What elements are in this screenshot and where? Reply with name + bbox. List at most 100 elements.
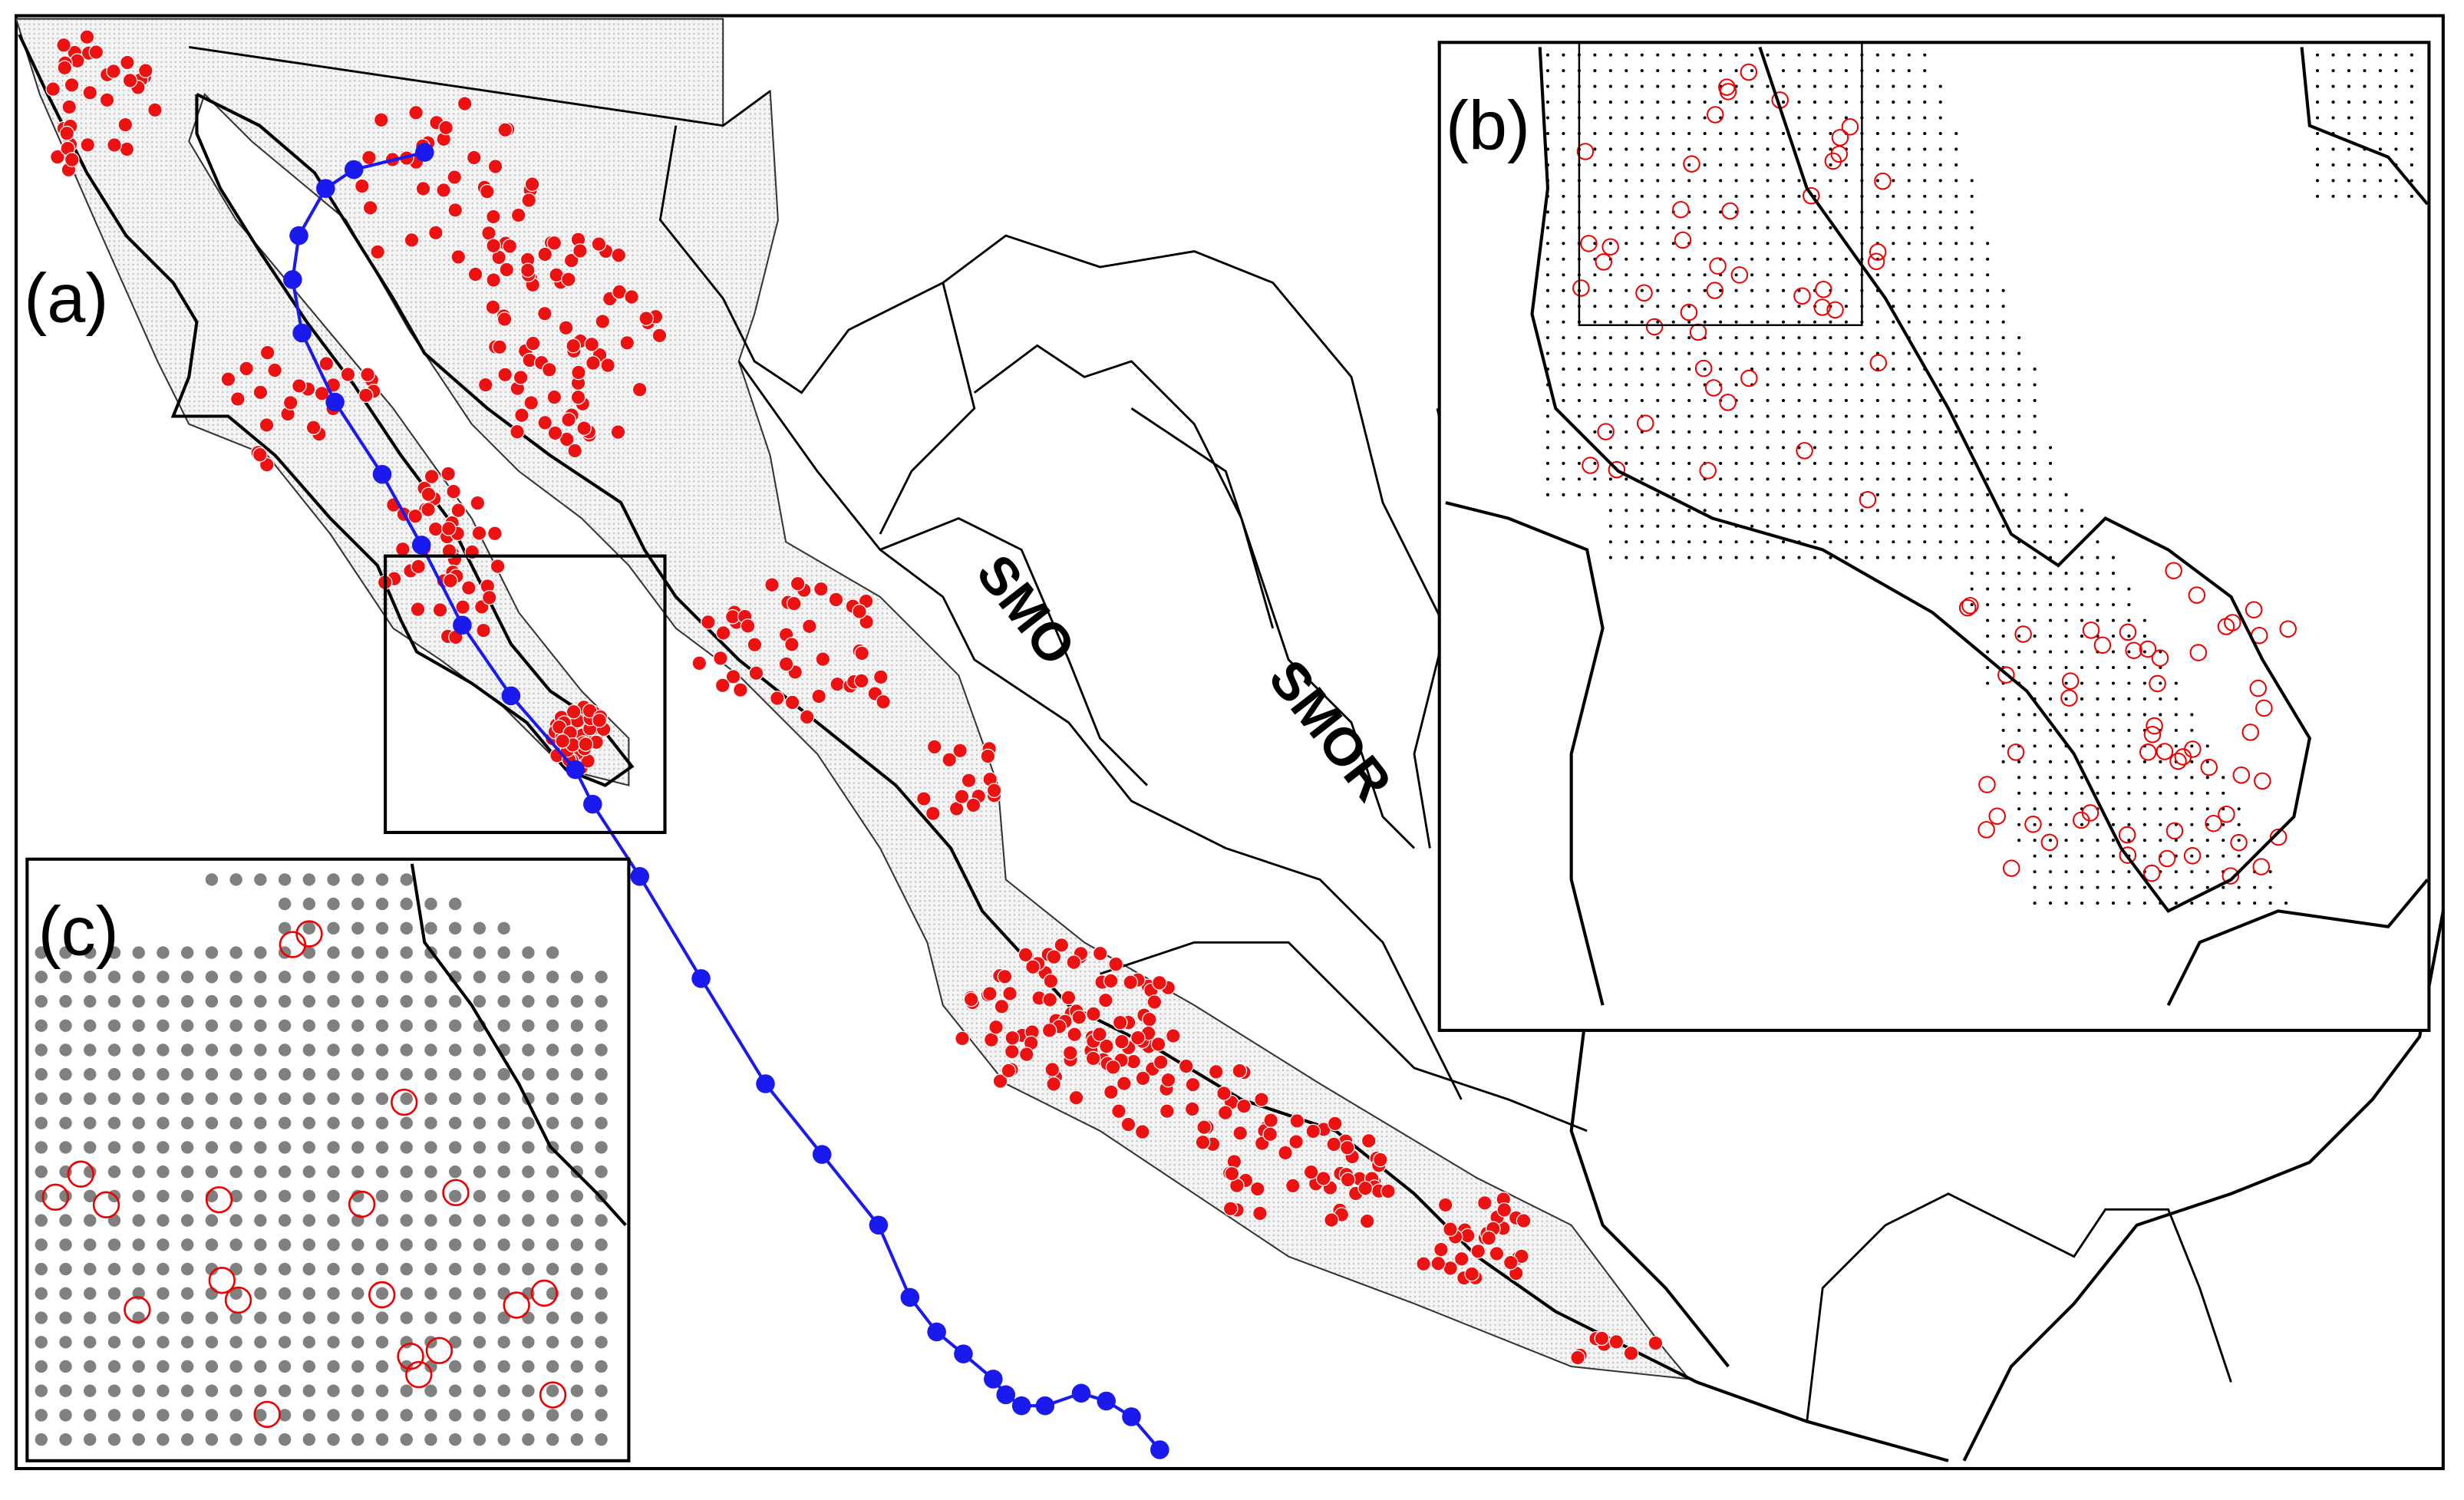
grid-point (449, 1409, 462, 1422)
grid-point (1719, 194, 1723, 198)
grid-point (35, 946, 48, 959)
station-circle (2165, 822, 2184, 840)
grid-point (2378, 131, 2382, 136)
grid-point (2284, 902, 2288, 905)
grid-point (2017, 618, 2021, 622)
grid-point (2111, 665, 2115, 670)
grid-point (278, 1432, 292, 1446)
grid-point (1734, 430, 1738, 434)
grid-point (1954, 273, 1958, 277)
grid-point (2253, 902, 2257, 905)
grid-point (449, 1432, 462, 1446)
grid-point (2096, 885, 2100, 889)
grid-point (2253, 885, 2257, 889)
grid-point (1625, 53, 1628, 57)
grid-point (1750, 226, 1754, 229)
grid-point (1703, 226, 1707, 229)
station-circle (2169, 752, 2187, 770)
grid-point (2174, 776, 2178, 780)
grid-point (1562, 336, 1565, 340)
grid-point (1593, 147, 1597, 151)
grid-point (1875, 477, 1879, 481)
grid-point (205, 1214, 219, 1227)
grid-point (2363, 131, 2367, 136)
grid-point (1640, 101, 1644, 104)
station-circle (2093, 636, 2112, 654)
grid-point (1875, 69, 1879, 73)
grid-point (1687, 305, 1691, 308)
grid-point (2080, 839, 2084, 842)
grid-point (2049, 509, 2053, 513)
grid-point (1781, 226, 1786, 229)
grid-point (2159, 713, 2162, 717)
grid-point (570, 1092, 584, 1106)
grid-point (2190, 870, 2194, 874)
grid-point (1860, 414, 1864, 418)
grid-point (302, 1311, 316, 1324)
grid-point (1923, 53, 1927, 57)
station-point (1152, 975, 1167, 991)
station-circle (397, 1342, 424, 1370)
grid-point (2316, 53, 2320, 57)
grid-point (84, 946, 97, 959)
grid-point (497, 1336, 510, 1349)
grid-point (1625, 163, 1628, 166)
grid-point (1766, 509, 1770, 513)
station-point (252, 447, 268, 463)
grid-point (2331, 179, 2335, 183)
grid-point (595, 994, 608, 1008)
grid-point (2347, 194, 2351, 198)
grid-point (1734, 179, 1738, 183)
grid-point (132, 1019, 145, 1032)
grid-point (1719, 477, 1723, 481)
station-point (1594, 1330, 1610, 1347)
grid-point (1734, 383, 1738, 387)
grid-point (302, 1262, 316, 1276)
grid-point (254, 1019, 267, 1032)
station-point (559, 431, 575, 447)
station-circle (2002, 859, 2020, 877)
station-point (1097, 992, 1113, 1008)
grid-point (2331, 163, 2335, 166)
grid-point (59, 1116, 72, 1129)
grid-point (1907, 540, 1911, 544)
station-circle (1830, 145, 1849, 163)
grid-point (1766, 320, 1770, 324)
grid-point (1562, 430, 1565, 434)
grid-point (1545, 336, 1550, 340)
grid-point (2111, 681, 2115, 685)
grid-point (595, 1165, 608, 1179)
station-point (520, 262, 536, 279)
grid-point (497, 1068, 510, 1081)
station-point (229, 391, 246, 407)
grid-point (1750, 524, 1754, 528)
grid-point (1892, 493, 1895, 496)
grid-point (1687, 69, 1691, 73)
grid-point (546, 1336, 559, 1349)
grid-point (2017, 635, 2021, 638)
grid-point (2159, 885, 2162, 889)
grid-point (1829, 398, 1832, 403)
inset-c-frame (25, 857, 631, 1462)
grid-point (595, 1116, 608, 1129)
inset-b (1545, 53, 2413, 905)
station-point (481, 225, 496, 241)
grid-point (1938, 414, 1942, 418)
station-point (1184, 1101, 1200, 1117)
grid-point (449, 1214, 462, 1227)
grid-point (59, 1311, 72, 1324)
station-point (591, 236, 607, 252)
grid-point (1923, 163, 1927, 166)
grid-point (1892, 273, 1895, 277)
station-circle (1582, 457, 1599, 474)
grid-point (2080, 697, 2084, 701)
grid-point (1625, 446, 1628, 450)
grid-point (1781, 414, 1786, 418)
grid-point (1797, 493, 1801, 496)
grid-point (1813, 524, 1817, 528)
grid-point (424, 1116, 437, 1129)
grid-point (351, 1019, 364, 1032)
grid-point (229, 1311, 242, 1324)
grid-point (302, 971, 316, 984)
grid-point (1608, 69, 1612, 73)
